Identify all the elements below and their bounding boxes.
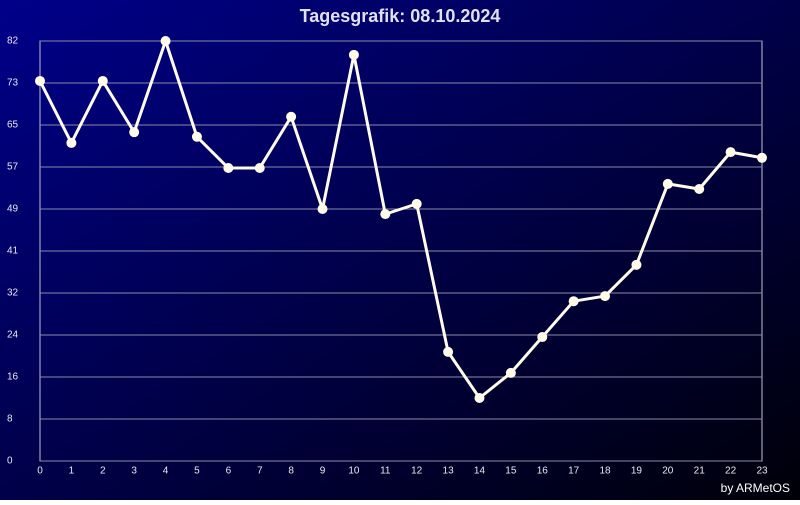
x-tick-label: 23: [756, 466, 768, 477]
data-point: [317, 204, 328, 214]
data-point: [537, 332, 548, 343]
data-point: [191, 131, 202, 142]
data-point: [757, 152, 767, 163]
x-tick-label: 11: [380, 466, 391, 477]
data-point: [66, 137, 77, 148]
y-tick-label: 73: [7, 78, 19, 89]
y-tick-label: 24: [7, 330, 19, 341]
x-tick-label: 14: [474, 466, 486, 477]
data-point: [631, 259, 642, 270]
y-tick-label: 57: [7, 162, 19, 173]
x-tick-label: 17: [568, 466, 580, 477]
x-tick-label: 22: [725, 466, 737, 477]
data-point: [223, 163, 234, 174]
x-tick-label: 18: [599, 466, 611, 477]
x-tick-label: 19: [631, 466, 643, 477]
data-point: [600, 291, 611, 302]
data-point: [568, 296, 579, 307]
x-tick-label: 4: [163, 466, 169, 477]
data-point: [694, 184, 705, 195]
chart-title: Tagesgrafik: 08.10.2024: [300, 6, 501, 26]
x-tick-label: 6: [226, 466, 232, 477]
data-point: [380, 209, 391, 220]
y-tick-label: 49: [7, 204, 19, 215]
y-tick-label: 65: [7, 120, 19, 131]
y-tick-label: 41: [7, 246, 19, 257]
x-tick-label: 9: [320, 466, 326, 477]
data-point: [662, 178, 673, 189]
x-tick-label: 10: [348, 466, 360, 477]
y-tick-label: 82: [7, 36, 19, 47]
data-point: [505, 367, 516, 378]
data-point: [474, 393, 485, 403]
data-point: [725, 147, 736, 158]
credit: by ARMetOS: [721, 481, 790, 495]
x-tick-label: 12: [411, 466, 423, 477]
x-tick-label: 5: [194, 466, 200, 477]
data-line: [38, 39, 763, 400]
data-point: [129, 127, 140, 138]
x-tick-label: 16: [537, 466, 549, 477]
data-point: [411, 198, 422, 209]
x-tick-label: 1: [69, 466, 75, 477]
x-tick-label: 2: [100, 466, 106, 477]
y-tick-label: 32: [7, 288, 19, 299]
data-point: [254, 163, 265, 174]
x-tick-label: 7: [257, 466, 263, 477]
x-tick-label: 15: [505, 466, 517, 477]
x-tick-label: 8: [288, 466, 294, 477]
data-point: [443, 346, 454, 357]
y-tick-label: 8: [7, 414, 13, 425]
x-tick-label: 13: [443, 466, 455, 477]
data-point: [348, 49, 359, 60]
data-point: [160, 36, 171, 46]
data-point: [286, 111, 297, 122]
x-tick-label: 20: [662, 466, 674, 477]
x-tick-label: 0: [37, 466, 43, 477]
data-point: [97, 75, 108, 86]
x-tick-label: 21: [694, 466, 706, 477]
y-tick-label: 16: [7, 372, 19, 383]
y-tick-label: 0: [7, 456, 13, 467]
x-tick-label: 3: [131, 466, 137, 477]
data-point: [35, 75, 45, 86]
